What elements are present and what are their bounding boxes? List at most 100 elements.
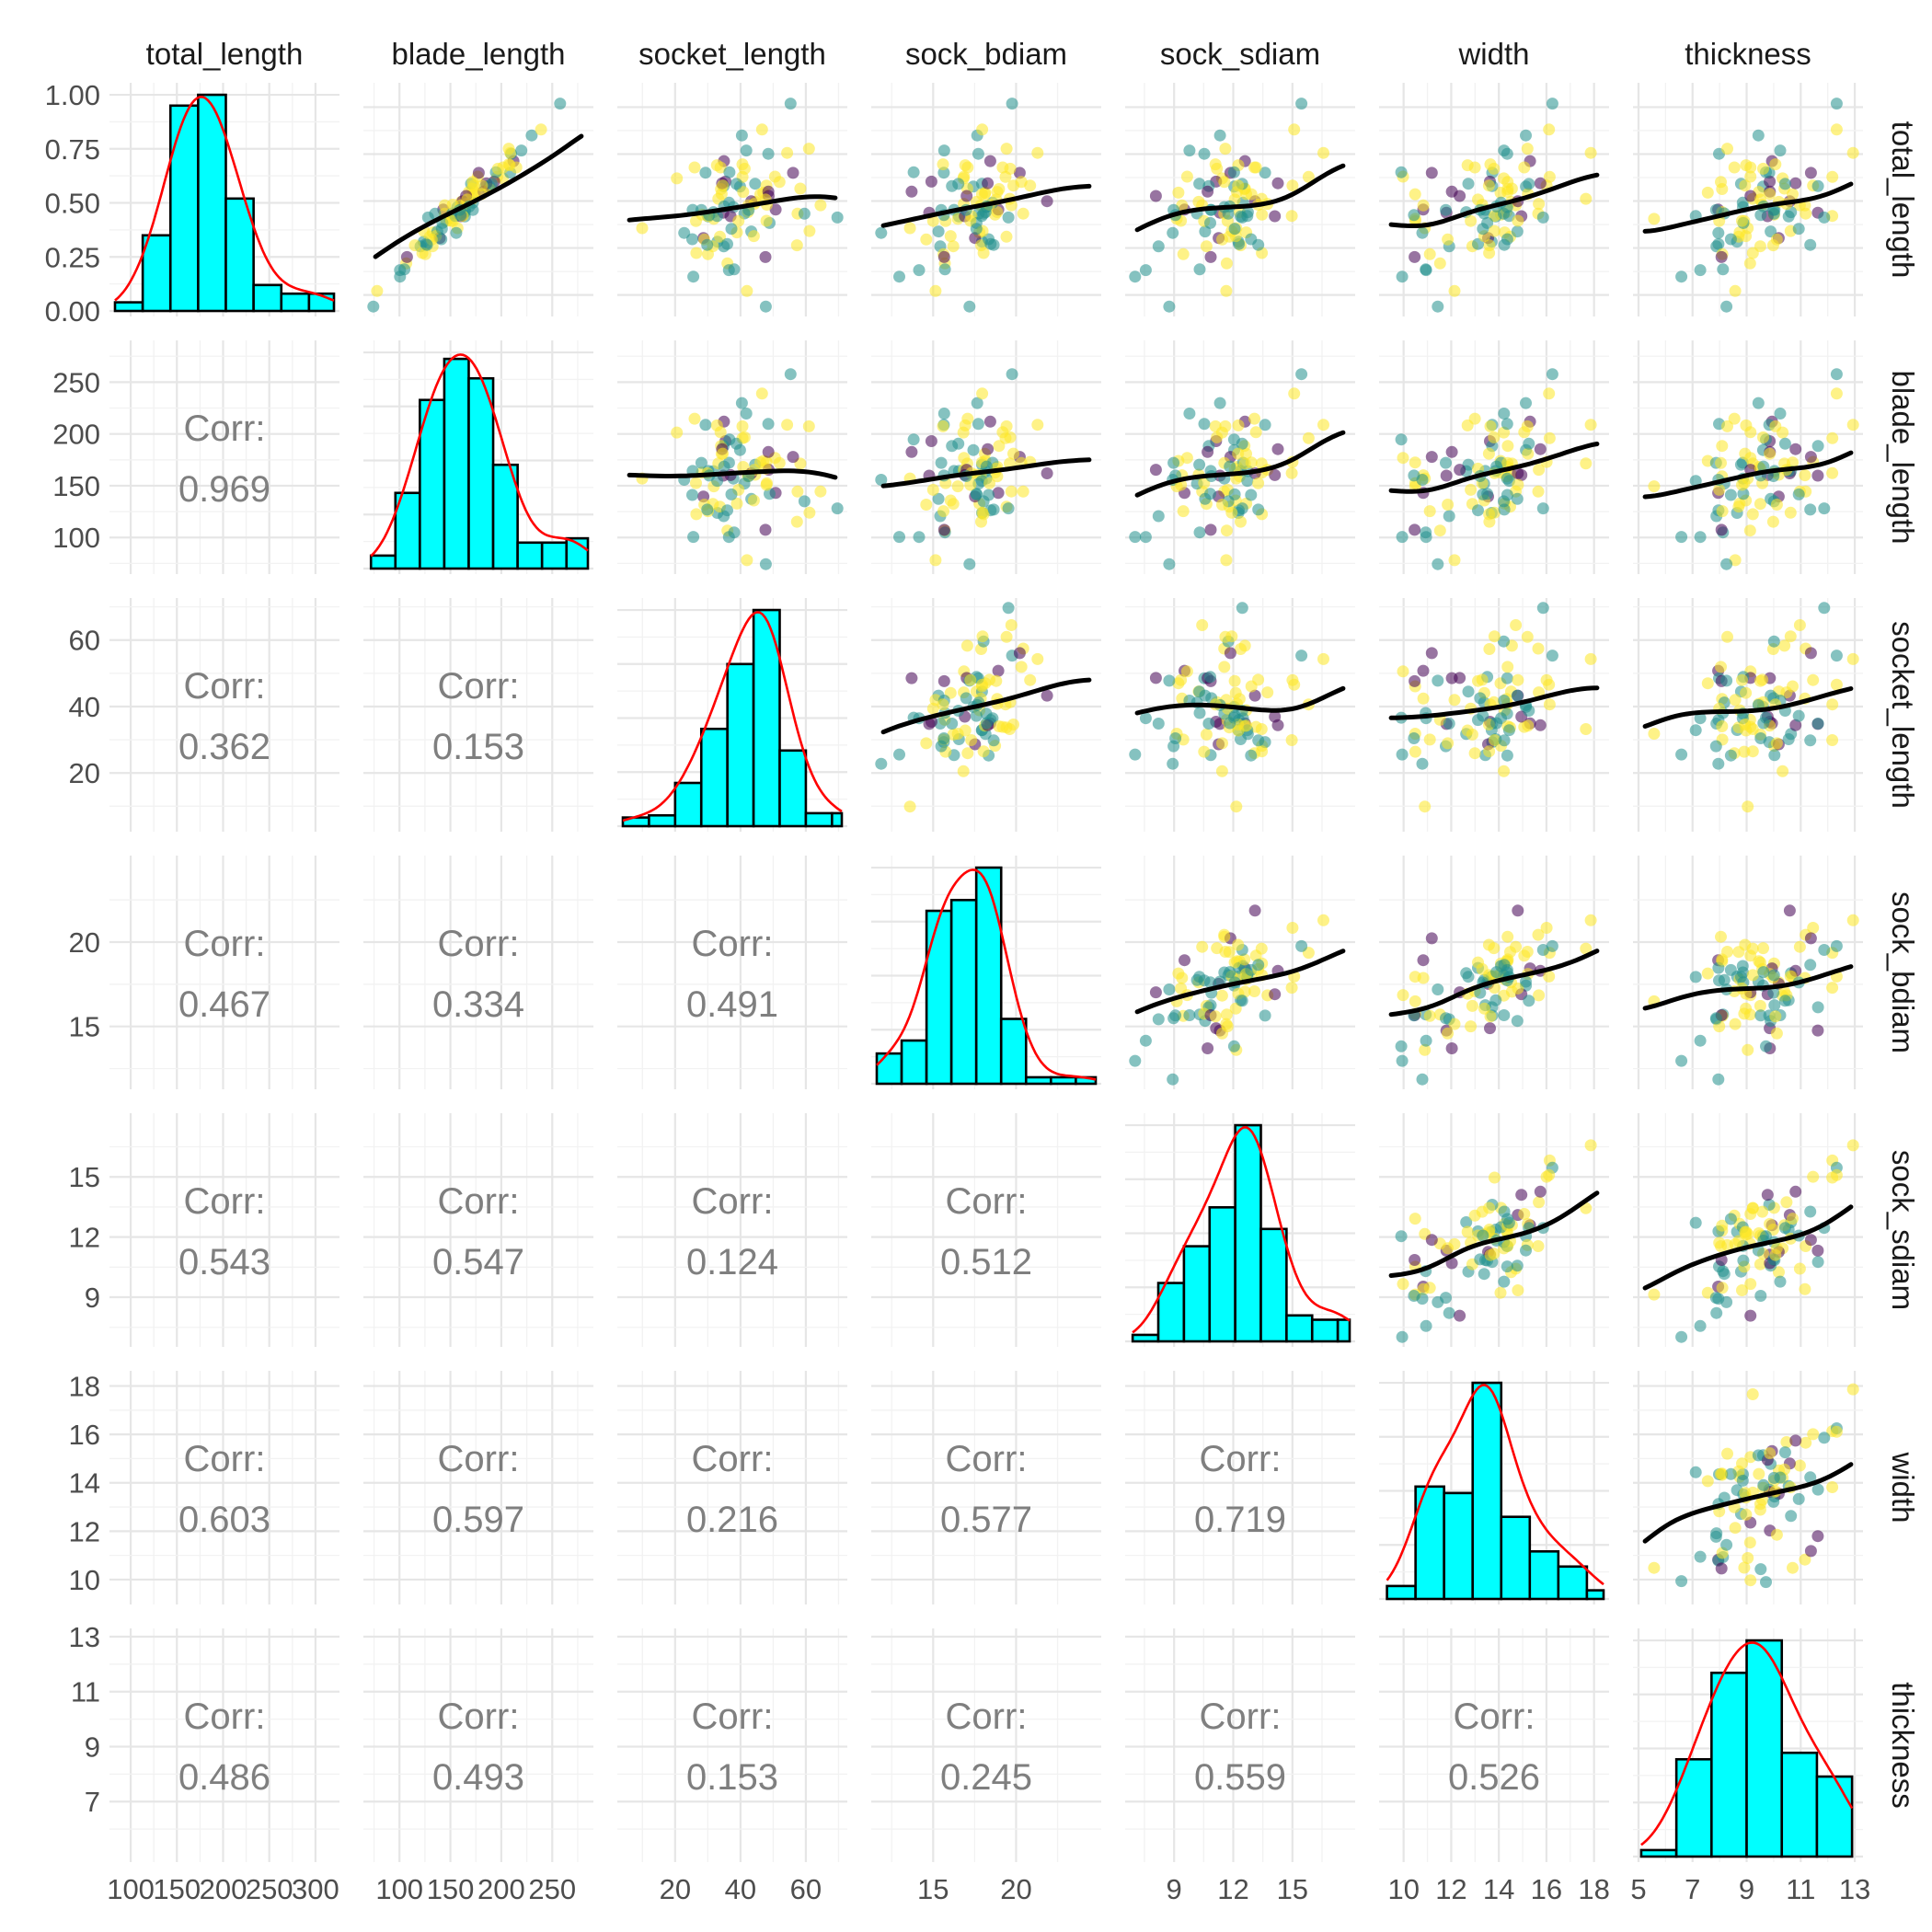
corr-value: 0.969	[178, 469, 270, 510]
scatter-point	[1740, 159, 1753, 172]
scatter-point	[701, 503, 714, 516]
scatter-point	[1245, 456, 1258, 469]
scatter-point	[1395, 1230, 1408, 1243]
scatter-point	[1249, 161, 1262, 174]
scatter-point	[1442, 1242, 1455, 1255]
scatter-point	[1238, 953, 1251, 966]
scatter-point	[1432, 1295, 1444, 1308]
scatter-point	[1252, 503, 1265, 516]
scatter-point	[1017, 485, 1029, 498]
scatter-point	[491, 162, 504, 175]
scatter-point	[1163, 983, 1176, 995]
scatter-point	[1454, 1309, 1466, 1322]
scatter-point	[976, 387, 989, 400]
scatter-point	[1740, 686, 1753, 699]
scatter-point	[787, 167, 799, 179]
scatter-point	[1846, 914, 1859, 926]
scatter-point	[976, 123, 989, 136]
scatter-point	[1440, 456, 1452, 469]
scatter-point	[1129, 270, 1142, 283]
scatter-point	[1694, 1550, 1707, 1563]
x-tick-label: 100	[107, 1873, 155, 1905]
corr-label: Corr:	[184, 1181, 266, 1222]
scatter-point	[1804, 932, 1817, 945]
scatter-point	[1285, 466, 1298, 479]
scatter-point	[963, 558, 976, 570]
scatter-point	[1261, 686, 1274, 699]
scatter-point	[714, 230, 726, 243]
scatter-point	[690, 247, 703, 259]
scatter-point	[1468, 747, 1481, 760]
scatter-point	[1716, 505, 1729, 518]
scatter-point	[1474, 986, 1487, 999]
scatter-point	[903, 800, 916, 813]
scatter-point	[1754, 1290, 1767, 1302]
scatter-point	[1169, 732, 1182, 744]
scatter-point	[721, 504, 733, 517]
scatter-point	[1228, 674, 1241, 687]
histogram-bar	[1585, 1589, 1605, 1601]
scatter-point	[1720, 558, 1733, 570]
smooth-line	[1642, 686, 1854, 729]
scatter-point	[740, 144, 753, 157]
scatter-point	[1420, 264, 1432, 277]
scatter-point	[1425, 932, 1438, 945]
scatter-point	[965, 734, 978, 746]
scatter-point	[1767, 1495, 1780, 1508]
scatter-point	[1533, 198, 1546, 211]
scatter-point	[1240, 188, 1252, 201]
x-tick-label: 150	[153, 1873, 201, 1905]
scatter-point	[1536, 502, 1549, 515]
scatter-point	[1445, 185, 1458, 198]
scatter-point	[717, 179, 730, 192]
histogram-bar	[1710, 1671, 1748, 1858]
scatter-point	[1715, 456, 1727, 469]
scatter-point	[1409, 995, 1421, 1007]
scatter-point	[1804, 503, 1817, 516]
scatter-point	[1474, 1253, 1487, 1266]
scatter-point	[408, 239, 421, 252]
scatter-point	[1175, 673, 1188, 686]
scatter-point	[1397, 1278, 1409, 1291]
scatter-point	[741, 284, 753, 297]
scatter-point	[1285, 210, 1298, 223]
scatter-point	[1252, 734, 1265, 747]
scatter-point	[1425, 647, 1438, 660]
scatter-point	[1736, 960, 1749, 972]
scatter-point	[781, 419, 794, 431]
scatter-point	[688, 412, 701, 425]
scatter-point	[1461, 724, 1474, 737]
scatter-point	[970, 223, 983, 236]
scatter-point	[1515, 1189, 1528, 1202]
scatter-point	[1811, 1483, 1824, 1496]
scatter-point	[1826, 170, 1839, 183]
scatter-point	[952, 178, 965, 190]
scatter-point	[1477, 709, 1489, 722]
scatter-point	[1754, 999, 1766, 1012]
scatter-point	[1252, 673, 1265, 686]
scatter-point	[1716, 440, 1729, 453]
scatter-point	[814, 199, 827, 212]
row-label: blade_length	[1886, 370, 1920, 544]
scatter-point	[1198, 418, 1211, 431]
scatter-point	[1826, 982, 1839, 995]
corr-value: 0.124	[686, 1242, 778, 1282]
histogram-bar	[925, 909, 953, 1086]
scatter-point	[1534, 719, 1547, 731]
scatter-point	[1256, 208, 1269, 221]
scatter-point	[1462, 178, 1475, 190]
scatter-point	[976, 630, 989, 643]
corr-value: 0.216	[686, 1500, 778, 1540]
scatter-point	[1511, 689, 1524, 702]
scatter-point	[1540, 922, 1553, 934]
scatter-point	[1196, 940, 1209, 953]
x-tick-label: 200	[477, 1873, 525, 1905]
scatter-point	[1476, 673, 1489, 686]
scatter-point	[1498, 635, 1510, 648]
histogram-bar	[1208, 1206, 1236, 1343]
scatter-point	[925, 175, 937, 188]
scatter-point	[1006, 98, 1018, 110]
scatter-point	[1443, 718, 1455, 730]
scatter-point	[1533, 989, 1546, 1002]
scatter-point	[976, 678, 989, 691]
